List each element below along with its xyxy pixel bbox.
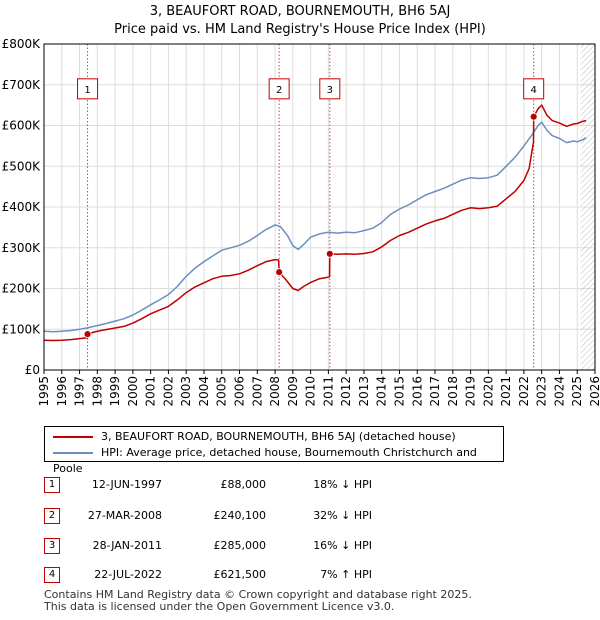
sale-marker-box (523, 78, 545, 100)
sale-marker-label: 4 (530, 85, 536, 96)
x-tick-label: 2003 (179, 376, 193, 407)
x-tick-label: 2006 (233, 376, 247, 407)
legend-swatch-property (53, 436, 93, 438)
sale-marker-label: 2 (276, 85, 282, 96)
y-tick-label: £500K (2, 159, 42, 173)
transaction-price: £240,100 (213, 509, 267, 522)
transaction-date: 28-JAN-2011 (92, 539, 162, 552)
legend-item-property: 3, BEAUFORT ROAD, BOURNEMOUTH, BH6 5AJ (… (53, 429, 456, 445)
x-tick-label: 2018 (446, 376, 460, 407)
y-tick-label: £800K (2, 37, 42, 51)
x-tick-label: 1998 (90, 376, 104, 407)
transaction-number: 2 (44, 508, 60, 524)
transaction-row: 4 22-JUL-2022 £621,500 7% ↑ HPI (0, 567, 600, 587)
y-tick-label: £0 (25, 363, 40, 377)
legend-item-hpi: HPI: Average price, detached house, Bour… (53, 445, 503, 475)
transaction-hpi: 7% ↑ HPI (320, 568, 372, 581)
sale-point (83, 330, 92, 339)
x-tick-label: 2020 (481, 376, 495, 407)
x-tick-label: 2000 (126, 376, 140, 407)
transaction-hpi: 18% ↓ HPI (313, 478, 372, 491)
legend: 3, BEAUFORT ROAD, BOURNEMOUTH, BH6 5AJ (… (44, 426, 504, 475)
x-tick-label: 2004 (197, 376, 211, 407)
y-tick-label: £200K (2, 282, 42, 296)
chart-title: 3, BEAUFORT ROAD, BOURNEMOUTH, BH6 5AJ (149, 4, 451, 19)
x-tick-label: 2022 (517, 376, 531, 407)
x-tick-label: 2002 (161, 376, 175, 407)
transaction-date: 22-JUL-2022 (94, 568, 162, 581)
footer-note: Contains HM Land Registry data © Crown c… (44, 589, 472, 613)
transaction-price: £621,500 (213, 568, 267, 581)
y-tick-label: £300K (2, 241, 42, 255)
transaction-hpi: 32% ↓ HPI (313, 509, 372, 522)
x-tick-label: 2016 (410, 376, 424, 407)
chart-subtitle: Price paid vs. HM Land Registry's House … (114, 22, 486, 37)
x-tick-label: 1995 (37, 376, 51, 407)
transaction-date: 27-MAR-2008 (87, 509, 162, 522)
y-tick-label: £600K (2, 119, 42, 133)
series-line (44, 121, 587, 333)
x-tick-label: 1996 (55, 376, 69, 407)
transaction-price: £88,000 (220, 478, 267, 491)
sale-point (529, 112, 538, 121)
legend-label-property: 3, BEAUFORT ROAD, BOURNEMOUTH, BH6 5AJ (… (101, 430, 456, 443)
x-tick-label: 2010 (304, 376, 318, 407)
transaction-number: 1 (44, 477, 60, 493)
x-tick-label: 2021 (499, 376, 513, 407)
x-tick-label: 2014 (375, 376, 389, 407)
x-tick-label: 2007 (250, 376, 264, 407)
legend-label-hpi: HPI: Average price, detached house, Bour… (53, 446, 477, 475)
sale-marker-label: 1 (84, 85, 90, 96)
y-tick-label: £100K (2, 322, 42, 336)
price-chart: 1 2 3 4 £0 £100K £200K £300K £400K £500K £600K £70… (2, 37, 600, 407)
x-tick-label: 2026 (588, 376, 600, 407)
x-tick-label: 2023 (535, 376, 549, 407)
series-line (44, 104, 587, 342)
x-tick-label: 2024 (552, 376, 566, 407)
x-tick-label: 2005 (215, 376, 229, 407)
legend-swatch-hpi (53, 452, 93, 454)
x-tick-label: 2011 (321, 376, 335, 407)
transaction-number: 3 (44, 538, 60, 554)
x-tick-label: 1999 (108, 376, 122, 407)
x-tick-label: 2015 (392, 376, 406, 407)
y-tick-label: £400K (2, 200, 42, 214)
footer-licence: This data is licensed under the Open Gov… (44, 600, 395, 613)
x-tick-label: 2013 (357, 376, 371, 407)
sale-point (275, 268, 284, 277)
x-tick-label: 2008 (268, 376, 282, 407)
transaction-row: 2 27-MAR-2008 £240,100 32% ↓ HPI (0, 508, 600, 528)
x-tick-label: 2009 (286, 376, 300, 407)
x-tick-label: 2017 (428, 376, 442, 407)
transaction-price: £285,000 (213, 539, 267, 552)
transaction-date: 12-JUN-1997 (91, 478, 162, 491)
transaction-hpi: 16% ↓ HPI (313, 539, 372, 552)
x-tick-label: 2001 (144, 376, 158, 407)
sale-point (325, 249, 334, 258)
sale-marker-label: 3 (327, 85, 333, 96)
plot-frame (43, 43, 596, 371)
x-tick-label: 2019 (464, 376, 478, 407)
transaction-number: 4 (44, 567, 60, 583)
x-tick-label: 2025 (570, 376, 584, 407)
sale-marker-box (77, 78, 99, 100)
x-tick-label: 2012 (339, 376, 353, 407)
sale-marker-box (319, 78, 341, 100)
transaction-row: 1 12-JUN-1997 £88,000 18% ↓ HPI (0, 477, 600, 497)
y-tick-label: £700K (2, 78, 42, 92)
transaction-row: 3 28-JAN-2011 £285,000 16% ↓ HPI (0, 538, 600, 558)
footer-copyright: Contains HM Land Registry data © Crown c… (44, 588, 472, 601)
future-hatch-area (580, 44, 595, 370)
x-tick-label: 1997 (73, 376, 87, 407)
sale-marker-box (268, 78, 290, 100)
